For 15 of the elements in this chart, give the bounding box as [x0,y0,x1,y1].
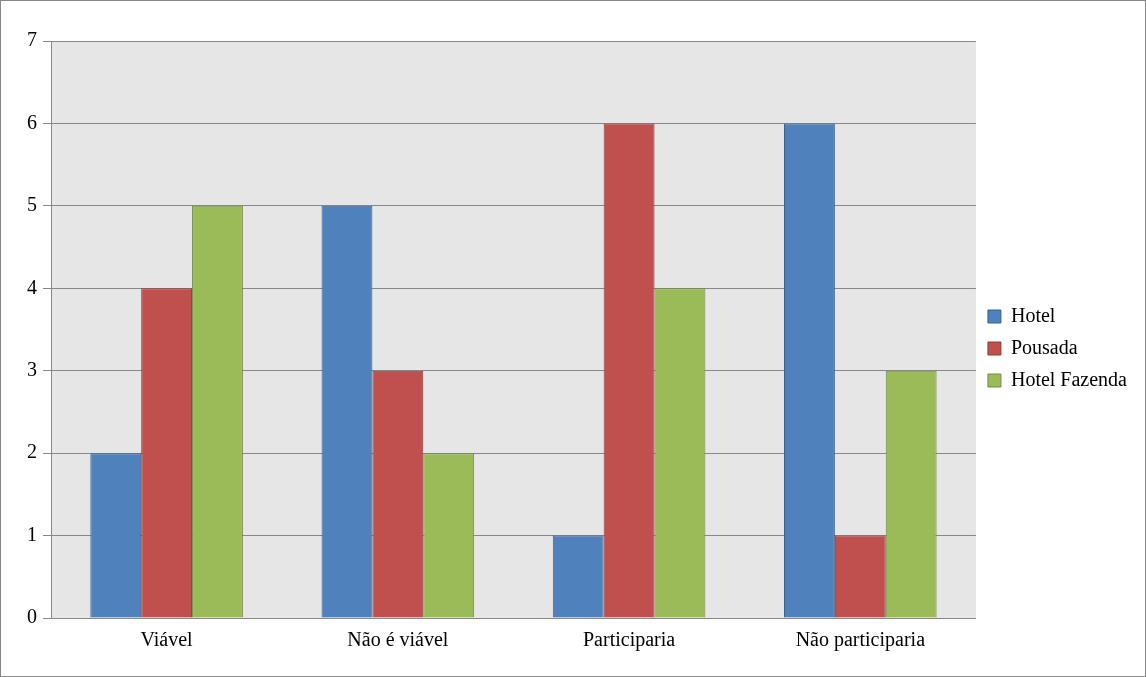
y-tick-label: 4 [27,275,37,298]
x-tick-label: Não é viável [347,628,449,651]
x-tick-label: Não participaria [795,628,926,652]
y-tick-label: 6 [27,110,37,133]
y-tick-label: 5 [27,193,37,216]
legend-label: Pousada [1010,335,1078,358]
y-tick-label: 7 [27,28,37,51]
x-tick-label: Participaria [582,628,676,652]
x-tick-label: Viável [140,628,194,651]
y-tick-label: 1 [27,522,37,545]
legend-label: Hotel [1010,303,1056,326]
y-tick-label: 3 [27,357,37,380]
y-tick-label: 0 [27,605,37,628]
legend-label: Hotel Fazenda [1010,367,1128,390]
y-tick-label: 2 [27,440,37,463]
